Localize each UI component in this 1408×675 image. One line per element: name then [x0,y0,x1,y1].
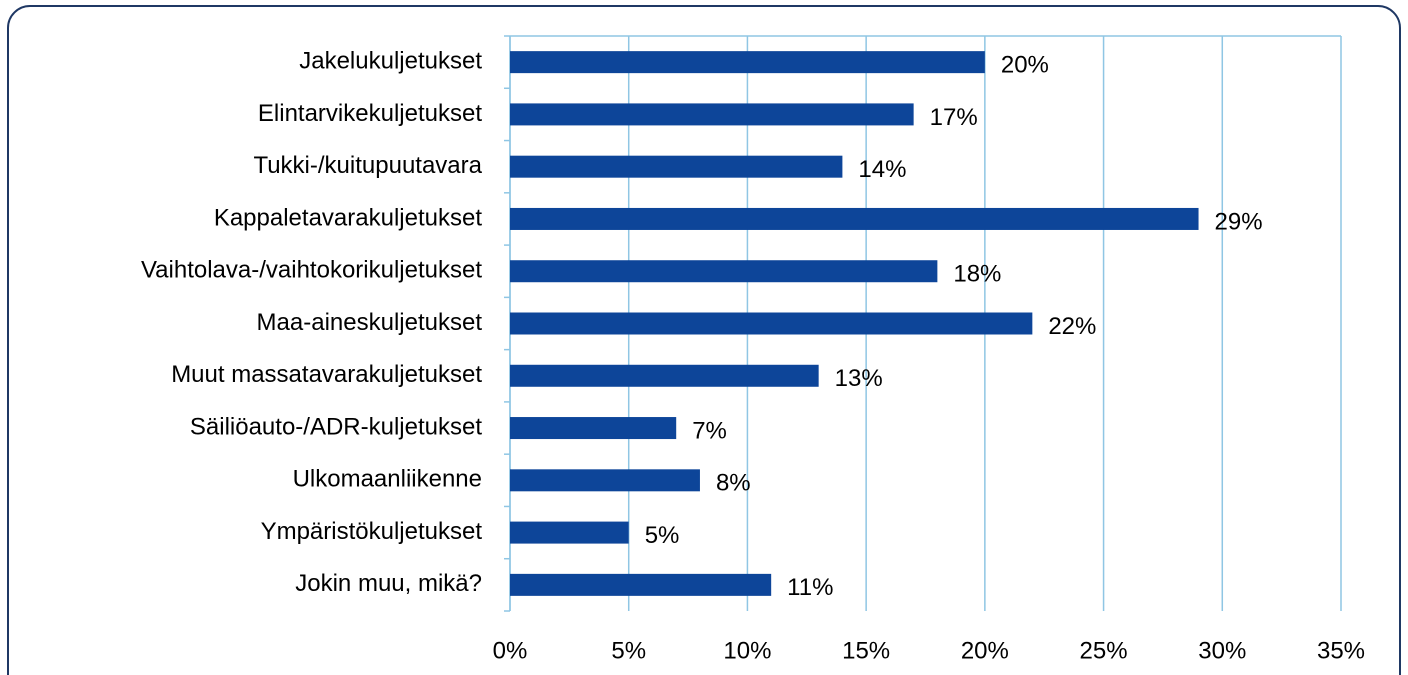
value-label: 7% [692,417,727,444]
bar [510,312,1033,335]
bar [510,573,772,596]
x-tick-label: 30% [1198,637,1246,664]
y-tick-label: Ympäristökuljetukset [261,518,483,545]
x-tick-label: 5% [611,637,646,664]
bar [510,364,819,387]
value-label: 13% [835,365,883,392]
y-tick-label: Maa-aineskuljetukset [257,309,483,336]
bar [510,207,1199,230]
bar [510,417,677,440]
x-tick-label: 20% [961,637,1009,664]
value-label: 17% [930,104,978,131]
chart-frame [7,5,1401,675]
x-tick-label: 35% [1317,637,1365,664]
bar [510,521,629,544]
x-tick-label: 10% [723,637,771,664]
y-tick-label: Jakelukuljetukset [299,47,482,74]
bar [510,469,700,492]
bar [510,260,938,283]
y-tick-label: Vaihtolava-/vaihtokorikuljetukset [141,257,482,284]
y-tick-label: Elintarvikekuljetukset [258,100,482,127]
y-tick-label: Jokin muu, mikä? [295,570,482,597]
x-tick-label: 15% [842,637,890,664]
value-label: 29% [1215,208,1263,235]
value-label: 18% [953,261,1001,288]
bar [510,51,985,74]
y-tick-label: Kappaletavarakuljetukset [214,204,483,231]
value-label: 5% [645,522,680,549]
value-label: 11% [787,574,833,601]
value-label: 22% [1048,313,1096,340]
x-tick-label: 0% [493,637,528,664]
bar [510,155,843,178]
y-tick-label: Tukki-/kuitupuutavara [253,152,482,179]
value-label: 14% [858,156,906,183]
value-label: 8% [716,470,751,497]
x-tick-label: 25% [1080,637,1128,664]
y-tick-label: Ulkomaanliikenne [293,466,482,493]
bar [510,103,914,126]
y-tick-label: Säiliöauto-/ADR-kuljetukset [190,413,482,440]
value-label: 20% [1001,51,1049,78]
y-tick-label: Muut massatavarakuljetukset [171,361,482,388]
